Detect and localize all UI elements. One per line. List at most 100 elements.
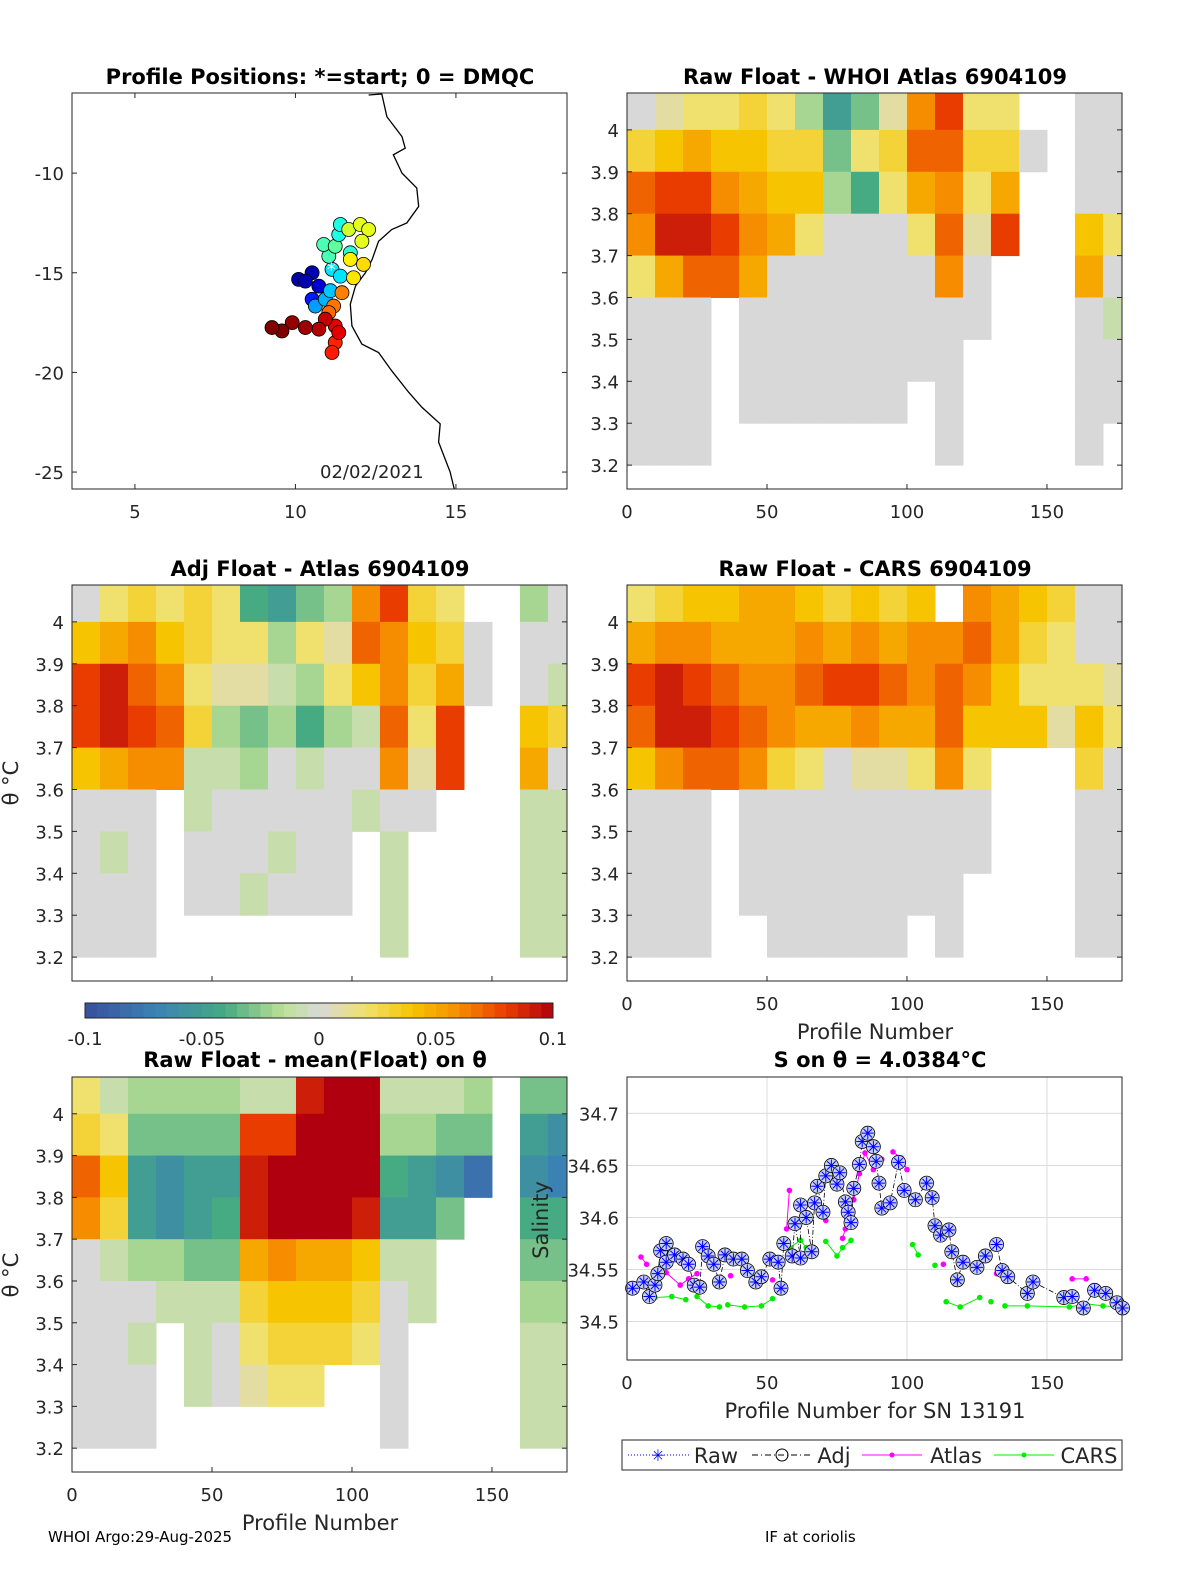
heatmap-cell [519, 915, 549, 958]
profile-xtick: 0 [621, 502, 632, 523]
heatmap-layer [72, 93, 1122, 1449]
cars-point [1100, 1303, 1106, 1309]
raw-point [942, 1223, 955, 1236]
heatmap-cell [878, 585, 908, 623]
heatmap-cell [990, 213, 1020, 257]
heatmap-cell [211, 747, 241, 790]
heatmap-cell [295, 1280, 325, 1324]
heatmap-cell [990, 93, 1020, 131]
heatmap-cell [519, 585, 549, 623]
heatmap-cell [239, 1280, 269, 1324]
heatmap-cell [155, 1155, 185, 1198]
salinity-ytick: 34.7 [579, 1104, 619, 1125]
heatmap-cell [654, 873, 684, 916]
heatmap-cell [239, 705, 269, 749]
heatmap-cell [766, 789, 796, 832]
heatmap-cell [878, 747, 908, 790]
heatmap-cell [211, 831, 241, 874]
heatmap-cell [850, 747, 880, 790]
heatmap-cell [738, 297, 768, 340]
heatmap-cell [1074, 93, 1104, 131]
heatmap-cell [519, 831, 549, 874]
adj-ylabel: θ °C [0, 761, 23, 806]
raw-point [800, 1211, 813, 1224]
colorbar-segment [283, 1003, 297, 1018]
heatmap-cell [72, 663, 101, 707]
heatmap-cell [267, 1364, 297, 1407]
heatmap-cell [323, 585, 353, 623]
heatmap-cell [351, 1197, 381, 1240]
heatmap-cell [794, 915, 824, 958]
raw-point [909, 1193, 922, 1206]
heatmap-cell [766, 831, 796, 874]
theta-ytick: 4 [53, 613, 64, 634]
heatmap-cell [183, 1197, 213, 1240]
heatmap-cell [738, 93, 768, 131]
heatmap-cell [463, 1113, 493, 1157]
heatmap-cell [379, 1113, 409, 1157]
heatmap-cell [435, 663, 465, 707]
colorbar-segment [202, 1003, 215, 1018]
heatmap-cell [962, 831, 992, 874]
heatmap-cell [766, 297, 796, 340]
profile-position-point [342, 252, 358, 267]
heatmap-cell [72, 1364, 101, 1407]
heatmap-cell [738, 339, 768, 382]
heatmap-cell [267, 585, 297, 623]
heatmap-cell [850, 93, 880, 131]
heatmap-cell [822, 129, 852, 173]
heatmap-cell [766, 585, 796, 623]
theta-ytick: 3.9 [590, 655, 619, 676]
heatmap-cell [155, 705, 185, 749]
cars-line [727, 1298, 773, 1308]
heatmap-cell [1074, 831, 1104, 874]
heatmap-cell [654, 423, 684, 466]
atlas-point [786, 1187, 793, 1194]
cars-line [946, 1297, 980, 1308]
heatmap-cell [379, 1077, 409, 1115]
heatmap-cell [267, 873, 297, 916]
heatmap-cell [627, 663, 656, 707]
heatmap-cell [239, 1239, 269, 1282]
heatmap-cell [519, 1280, 549, 1324]
heatmap-cell [850, 171, 880, 215]
heatmap-cell [99, 1406, 129, 1449]
heatmap-cell [295, 789, 325, 832]
heatmap-cell [682, 789, 712, 832]
heatmap-cell [407, 1197, 437, 1240]
colorbar-segment [120, 1003, 133, 1018]
heatmap-cell [351, 1322, 381, 1366]
theta-ytick: 3.8 [590, 697, 619, 718]
heatmap-cell [267, 1239, 297, 1282]
heatmap-cell [934, 297, 964, 340]
raw-point [856, 1135, 869, 1148]
raw-point [1099, 1287, 1112, 1300]
raw-point [853, 1158, 866, 1171]
heatmap-cell [710, 621, 740, 665]
raw-point [825, 1159, 838, 1172]
heatmap-cell [794, 381, 824, 424]
profile-position-point [354, 233, 370, 249]
heatmap-cell [1102, 255, 1122, 298]
heatmap-cell [379, 1364, 409, 1407]
heatmap-cell [379, 1280, 409, 1324]
heatmap-cell [794, 297, 824, 340]
heatmap-cell [822, 873, 852, 916]
salinity-xtick: 100 [890, 1373, 924, 1394]
heatmap-cell [379, 1197, 409, 1240]
heatmap-cell [1018, 621, 1048, 665]
theta-ytick: 3.5 [590, 330, 619, 351]
heatmap-cell [267, 1197, 297, 1240]
heatmap-cell [323, 705, 353, 749]
heatmap-cell [127, 1113, 157, 1157]
heatmap-cell [519, 789, 549, 832]
heatmap-cell [379, 789, 409, 832]
heatmap-cell [72, 831, 101, 874]
raw-point [808, 1196, 821, 1209]
heatmap-cell [183, 831, 213, 874]
heatmap-cell [906, 339, 936, 382]
heatmap-cell [239, 831, 269, 874]
heatmap-cell [155, 747, 185, 790]
profile-position-point [311, 321, 327, 337]
heatmap-cell [72, 915, 101, 958]
